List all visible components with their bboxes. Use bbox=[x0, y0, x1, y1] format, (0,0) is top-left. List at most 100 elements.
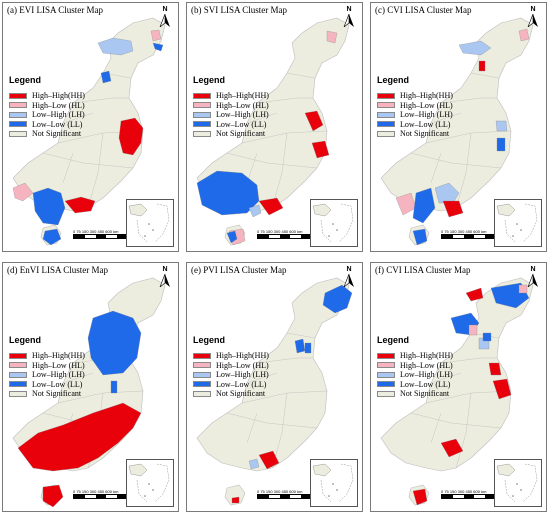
legend-swatch bbox=[193, 111, 211, 118]
legend: Legend High–High(HH) High–Low (HL) Low–High… bbox=[377, 75, 467, 139]
legend-item: High–Low (HL) bbox=[9, 361, 99, 371]
legend-item: Low–High (LH) bbox=[9, 370, 99, 380]
north-label: N bbox=[162, 266, 168, 273]
panel-title: (d) EnVI LISA Cluster Map bbox=[7, 265, 108, 275]
scale-bar: 0 75 150 300 450 600 km bbox=[257, 229, 327, 243]
scale-ticks: 0 75 150 300 450 600 km bbox=[257, 489, 303, 494]
cluster-region-hl bbox=[12, 182, 34, 202]
south-china-sea-inset bbox=[310, 459, 358, 507]
legend-title: Legend bbox=[377, 75, 410, 85]
cluster-region-hh bbox=[258, 450, 280, 470]
legend-label: High–Low (HL) bbox=[32, 100, 85, 110]
legend-label: Low–Low (LL) bbox=[32, 119, 83, 129]
panel-title: (c) CVI LISA Cluster Map bbox=[375, 5, 472, 15]
legend-item: Not Significant bbox=[377, 389, 467, 399]
china-map bbox=[12, 277, 166, 508]
legend-swatch bbox=[377, 390, 395, 397]
china-map bbox=[196, 17, 350, 246]
legend-label: Low–Low (LL) bbox=[216, 379, 267, 389]
legend-item: High–High(HH) bbox=[9, 351, 99, 361]
province-boundary bbox=[62, 152, 74, 184]
cluster-region-lh bbox=[495, 120, 508, 132]
cluster-region-hh bbox=[42, 484, 64, 508]
legend-item: High–High(HH) bbox=[377, 351, 467, 361]
scale-ticks: 0 75 150 300 450 600 km bbox=[441, 489, 487, 494]
map-panel-5: (e) PVI LISA Cluster Map N Legend High–High… bbox=[186, 262, 363, 512]
south-china-sea-inset bbox=[310, 199, 358, 247]
legend-item: Low–High (LH) bbox=[9, 110, 99, 120]
cluster-region-ll bbox=[322, 284, 353, 314]
legend-label: High–Low (HL) bbox=[400, 100, 453, 110]
legend-label: Not Significant bbox=[216, 389, 266, 399]
north-arrow-icon: N bbox=[158, 266, 172, 288]
legend-item: High–High(HH) bbox=[377, 91, 467, 101]
china-map bbox=[196, 277, 353, 506]
legend-item: Low–Low (LL) bbox=[9, 380, 99, 390]
cluster-region-lh bbox=[248, 458, 260, 470]
cluster-region-hh bbox=[478, 60, 486, 72]
legend-swatch bbox=[377, 130, 395, 137]
legend-label: High–High(HH) bbox=[216, 91, 269, 101]
legend-item: High–High(HH) bbox=[193, 91, 283, 101]
legend-label: Not Significant bbox=[400, 389, 450, 399]
legend-label: Low–High (LH) bbox=[400, 110, 453, 120]
legend-item: High–Low (HL) bbox=[193, 361, 283, 371]
legend-swatch bbox=[9, 390, 27, 397]
legend-label: High–High(HH) bbox=[32, 91, 85, 101]
legend-label: Low–Low (LL) bbox=[32, 379, 83, 389]
cluster-region-ll bbox=[294, 338, 306, 354]
scale-ticks: 0 75 150 300 450 600 km bbox=[73, 229, 119, 234]
legend-label: High–High(HH) bbox=[216, 351, 269, 361]
legend-item: High–High(HH) bbox=[9, 91, 99, 101]
north-arrow-icon: N bbox=[342, 6, 356, 28]
province-boundary bbox=[226, 412, 318, 429]
legend-swatch bbox=[9, 121, 27, 128]
island-region bbox=[224, 484, 246, 506]
legend-item: High–Low (HL) bbox=[193, 101, 283, 111]
scale-ticks: 0 75 150 300 450 600 km bbox=[441, 229, 487, 234]
legend-title: Legend bbox=[9, 75, 42, 85]
legend-label: Low–Low (LL) bbox=[400, 379, 451, 389]
province-boundary bbox=[72, 97, 129, 104]
north-arrow-icon: N bbox=[526, 266, 540, 288]
scale-ticks: 0 75 150 300 450 600 km bbox=[73, 489, 119, 494]
cluster-region-hh bbox=[442, 200, 464, 218]
cluster-region-hh bbox=[118, 117, 144, 156]
legend-title: Legend bbox=[193, 75, 226, 85]
legend-label: Not Significant bbox=[32, 389, 82, 399]
south-china-sea-inset bbox=[126, 199, 174, 247]
legend-label: High–Low (HL) bbox=[216, 360, 269, 370]
legend-label: Low–Low (LL) bbox=[400, 119, 451, 129]
province-boundary bbox=[440, 97, 497, 104]
legend-swatch bbox=[9, 92, 27, 99]
cluster-region-ll bbox=[100, 70, 112, 84]
legend-swatch bbox=[193, 102, 211, 109]
cluster-region-ll bbox=[412, 228, 428, 246]
north-arrow-icon: N bbox=[342, 266, 356, 288]
legend-label: Not Significant bbox=[216, 129, 266, 139]
legend-swatch bbox=[193, 371, 211, 378]
cluster-region-hl bbox=[518, 284, 528, 294]
legend-item: High–Low (HL) bbox=[377, 101, 467, 111]
province-boundary bbox=[430, 412, 442, 444]
legend-item: Low–Low (LL) bbox=[377, 380, 467, 390]
legend-label: High–High(HH) bbox=[400, 351, 453, 361]
province-boundary bbox=[62, 112, 94, 124]
legend-swatch bbox=[377, 352, 395, 359]
province-boundary bbox=[286, 332, 316, 339]
cluster-region-ll bbox=[482, 332, 492, 342]
cluster-region-ll bbox=[110, 380, 118, 394]
china-map bbox=[12, 17, 166, 246]
legend-item: Low–Low (LL) bbox=[193, 120, 283, 130]
legend-label: High–High(HH) bbox=[32, 351, 85, 361]
north-label: N bbox=[162, 6, 168, 13]
cluster-region-hl bbox=[518, 28, 530, 42]
cluster-region-lh bbox=[434, 182, 460, 204]
legend-swatch bbox=[377, 102, 395, 109]
province-boundary bbox=[246, 152, 258, 184]
legend-label: High–High(HH) bbox=[400, 91, 453, 101]
panel-title: (a) EVI LISA Cluster Map bbox=[7, 5, 103, 15]
south-china-sea-inset bbox=[494, 459, 542, 507]
province-boundary bbox=[470, 72, 500, 79]
china-map bbox=[380, 17, 534, 246]
